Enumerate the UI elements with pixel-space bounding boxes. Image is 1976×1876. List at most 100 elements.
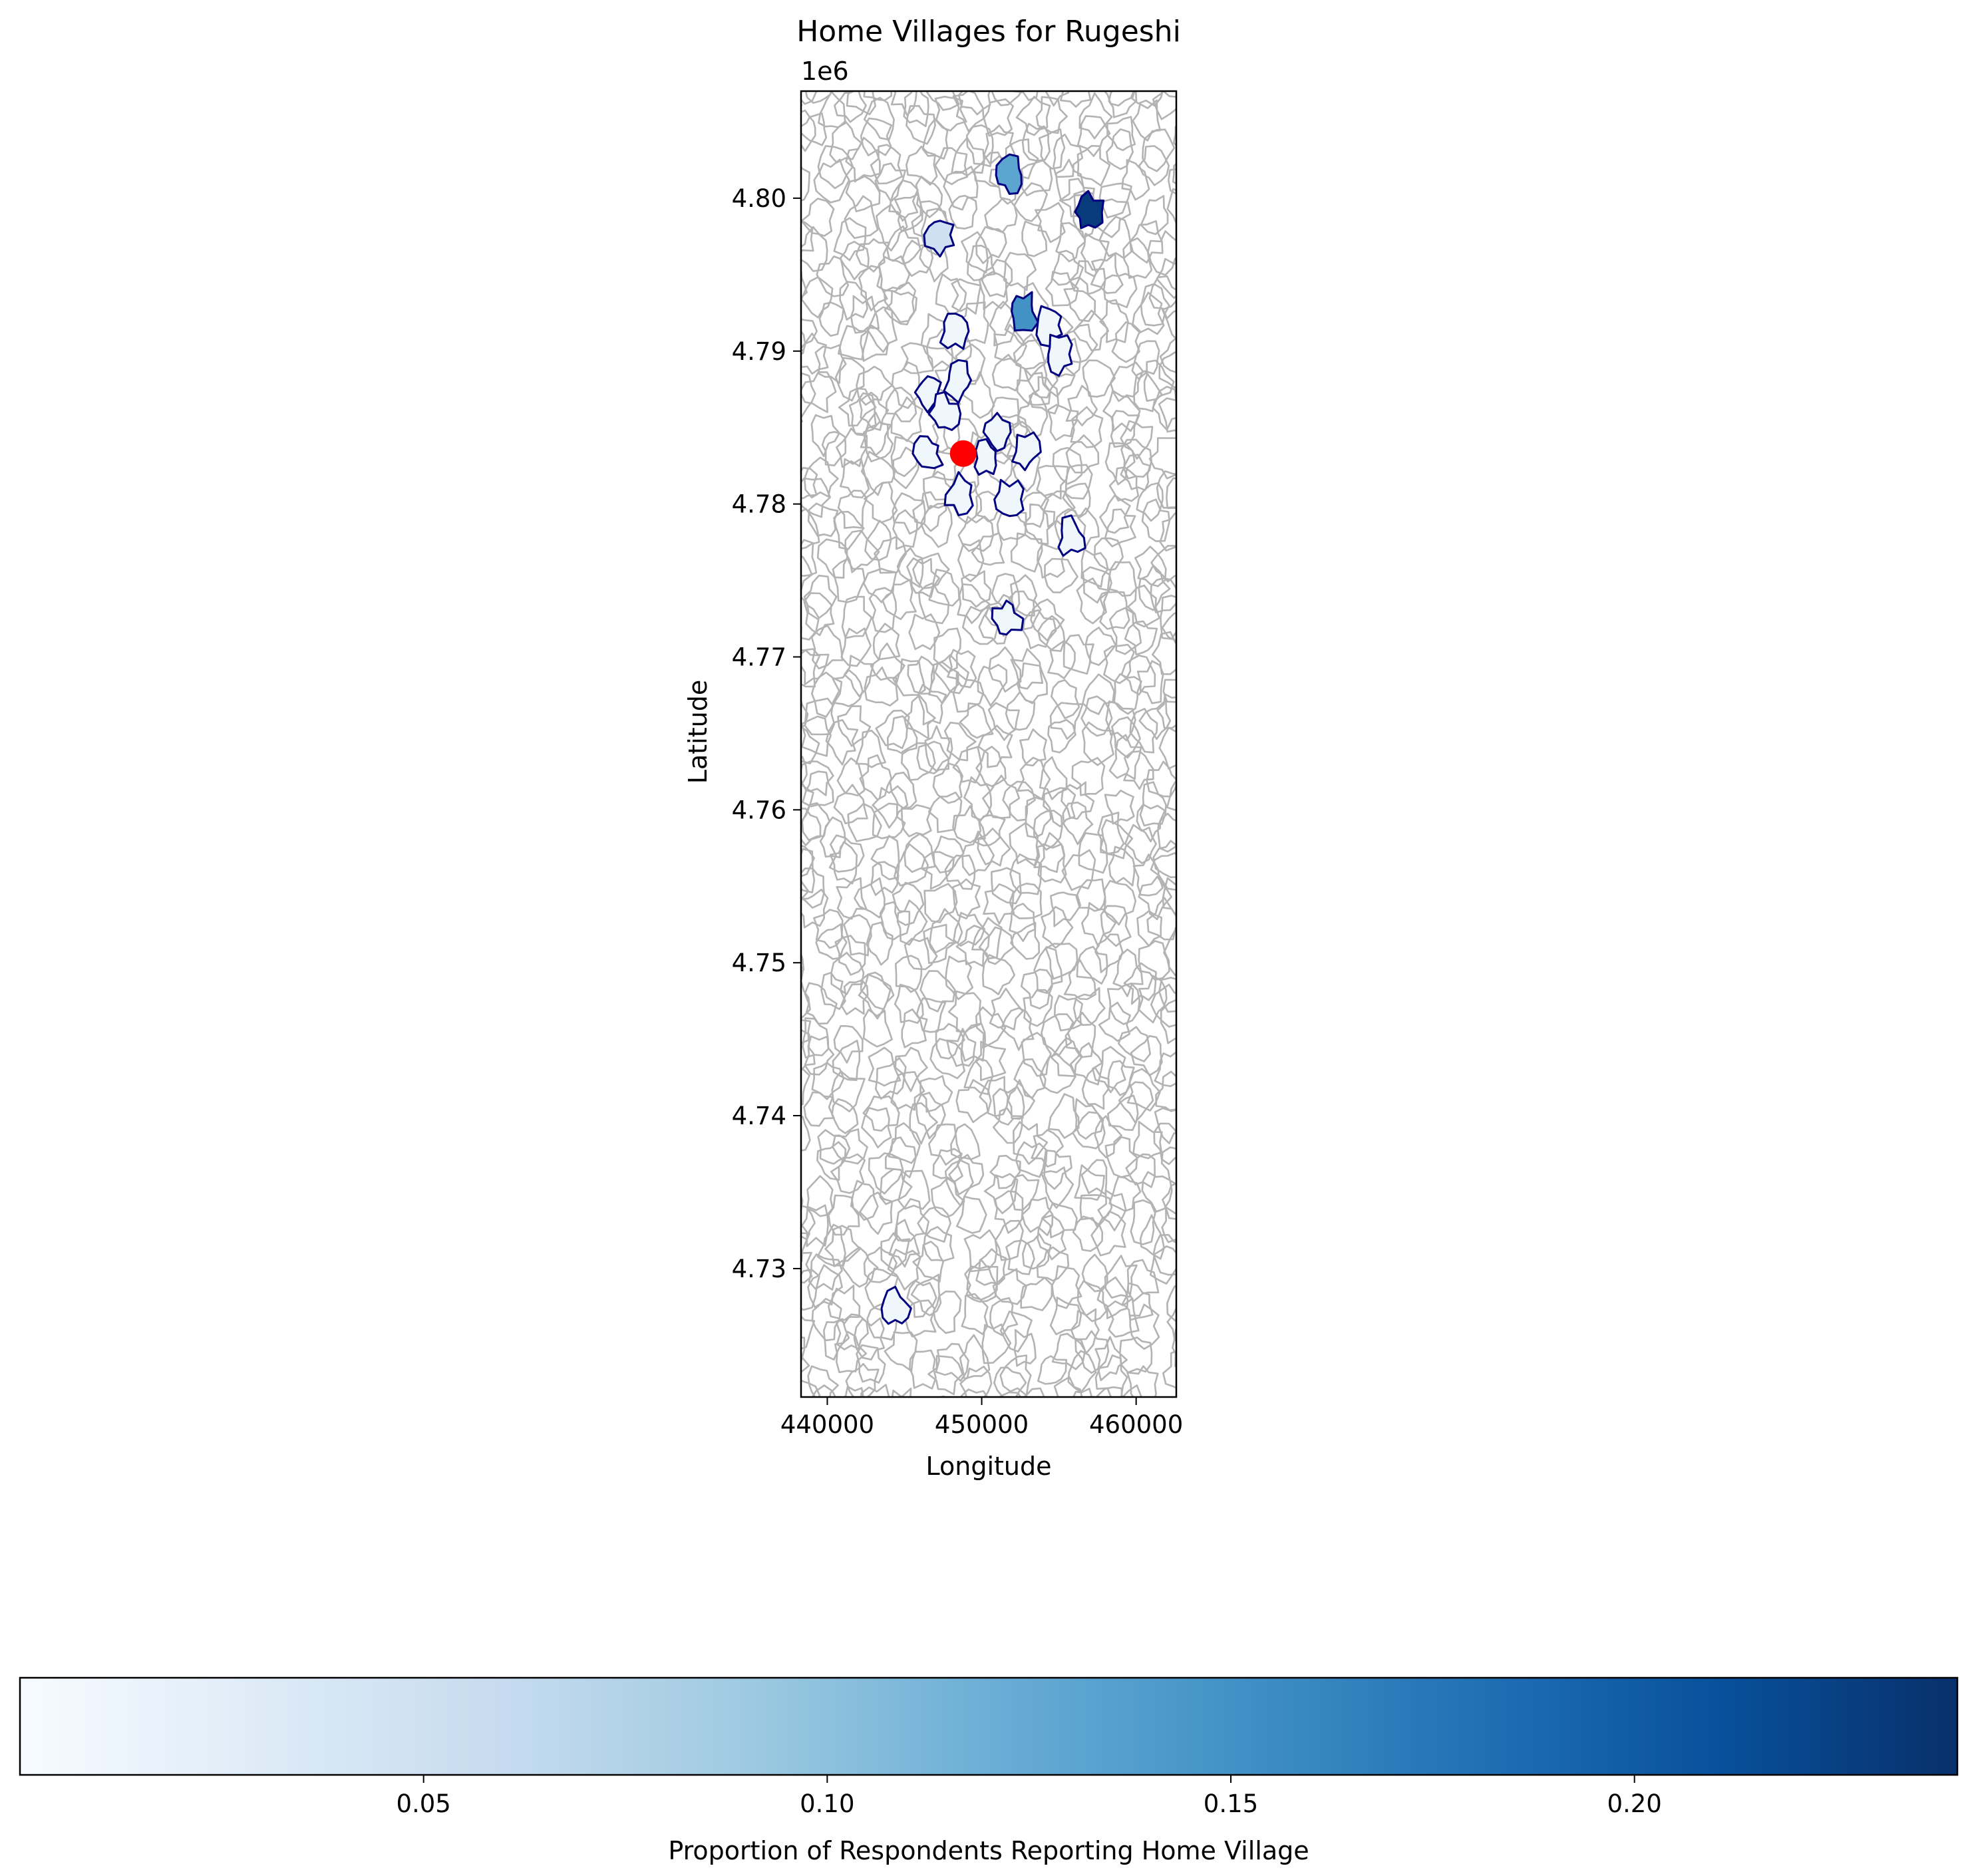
village-boundary xyxy=(1045,91,1069,107)
village-boundary xyxy=(1118,1026,1151,1062)
village-boundary xyxy=(1015,1141,1047,1178)
village-boundary xyxy=(801,1193,804,1213)
village-boundary xyxy=(840,458,870,499)
village-boundary xyxy=(994,1190,1024,1234)
village-boundary xyxy=(801,418,803,424)
village-boundary xyxy=(1003,251,1037,291)
village-boundary xyxy=(1047,404,1079,442)
village-boundary xyxy=(856,1344,886,1384)
village-boundary xyxy=(920,313,955,350)
village-boundary xyxy=(1162,679,1176,703)
village-boundary xyxy=(825,718,859,766)
village-boundary xyxy=(1015,96,1051,136)
home-village-polygon xyxy=(923,220,955,257)
village-boundary xyxy=(934,96,967,132)
village-boundary xyxy=(823,1318,850,1361)
village-boundary xyxy=(1074,1164,1105,1201)
village-boundary xyxy=(959,1334,991,1380)
village-boundary xyxy=(872,802,906,840)
village-boundary xyxy=(927,1354,964,1396)
village-boundary xyxy=(956,1195,987,1234)
village-boundary xyxy=(934,654,969,695)
y-tick-label: 4.77 xyxy=(732,643,786,671)
village-boundary xyxy=(1166,188,1176,224)
village-boundary xyxy=(931,1177,965,1218)
village-boundary xyxy=(838,325,870,361)
village-boundary xyxy=(955,925,990,967)
village-boundary xyxy=(801,726,820,764)
village-boundary xyxy=(1104,790,1135,825)
village-boundary xyxy=(801,1067,810,1106)
home-village-polygon xyxy=(880,1285,912,1325)
village-boundary xyxy=(841,595,873,639)
village-boundary xyxy=(840,979,869,1016)
village-boundary xyxy=(1152,91,1176,120)
village-boundary xyxy=(1021,122,1051,162)
village-boundary xyxy=(1038,128,1066,170)
village-boundary xyxy=(1146,897,1176,941)
village-boundary xyxy=(801,595,820,641)
colorbar: 0.05 0.10 0.15 0.20 Proportion of Responden… xyxy=(19,1676,1959,1865)
village-boundary xyxy=(1052,446,1082,485)
village-boundary xyxy=(1127,584,1160,628)
village-boundary xyxy=(874,162,907,203)
village-boundary xyxy=(1039,1052,1076,1094)
village-boundary xyxy=(927,791,963,834)
village-boundary xyxy=(1150,852,1176,891)
village-boundary xyxy=(830,1153,866,1194)
village-boundary xyxy=(801,1336,806,1362)
village-boundary xyxy=(1096,1276,1129,1319)
village-boundary xyxy=(801,539,818,577)
village-boundary xyxy=(1078,92,1113,140)
village-boundary xyxy=(961,830,995,876)
village-boundary xyxy=(993,1366,1027,1397)
village-boundary xyxy=(1124,620,1158,656)
village-boundary xyxy=(957,583,991,625)
village-boundary xyxy=(991,867,1022,905)
village-boundary xyxy=(1051,1332,1086,1370)
village-boundary xyxy=(887,715,918,755)
village-boundary xyxy=(1013,333,1046,378)
village-boundary xyxy=(1120,438,1152,480)
village-boundary xyxy=(834,91,867,123)
village-boundary xyxy=(1148,275,1176,319)
village-boundary xyxy=(1033,810,1063,851)
village-boundary xyxy=(908,613,941,651)
village-boundary xyxy=(1138,975,1168,1024)
village-boundary xyxy=(957,515,995,552)
village-boundary xyxy=(803,1091,835,1127)
village-boundary xyxy=(1153,1122,1176,1166)
village-boundary xyxy=(831,1070,866,1112)
village-boundary xyxy=(1130,1034,1163,1076)
village-boundary xyxy=(982,774,1021,819)
village-boundary xyxy=(926,91,960,111)
village-boundary xyxy=(1159,337,1176,374)
village-boundary xyxy=(1131,340,1160,380)
colorbar-gradient xyxy=(19,1676,1959,1776)
village-boundary xyxy=(801,1269,820,1311)
village-boundary xyxy=(1080,548,1109,588)
village-boundary xyxy=(1122,237,1153,279)
village-boundary xyxy=(906,104,936,145)
village-boundary xyxy=(901,742,936,781)
village-boundary xyxy=(832,1039,861,1081)
village-boundary xyxy=(811,1384,837,1397)
x-axis-label: Longitude xyxy=(926,1452,1052,1481)
village-boundary xyxy=(894,1046,928,1092)
village-boundary xyxy=(879,901,911,941)
village-boundary xyxy=(801,1115,811,1152)
colorbar-label: Proportion of Respondents Reporting Home… xyxy=(668,1836,1309,1865)
village-boundary xyxy=(1156,470,1176,509)
village-boundary xyxy=(885,387,917,422)
chart-title: Home Villages for Rugeshi xyxy=(796,15,1181,49)
village-boundary xyxy=(944,854,976,890)
village-boundary xyxy=(1021,220,1048,257)
village-boundary xyxy=(888,179,919,222)
village-boundary xyxy=(801,1379,821,1397)
village-boundary xyxy=(870,144,904,185)
village-boundary xyxy=(1161,1206,1176,1243)
village-boundary xyxy=(909,1349,937,1390)
village-boundary xyxy=(1023,989,1053,1027)
x-tick-label: 450000 xyxy=(935,1410,1029,1439)
village-boundary xyxy=(888,1219,920,1268)
